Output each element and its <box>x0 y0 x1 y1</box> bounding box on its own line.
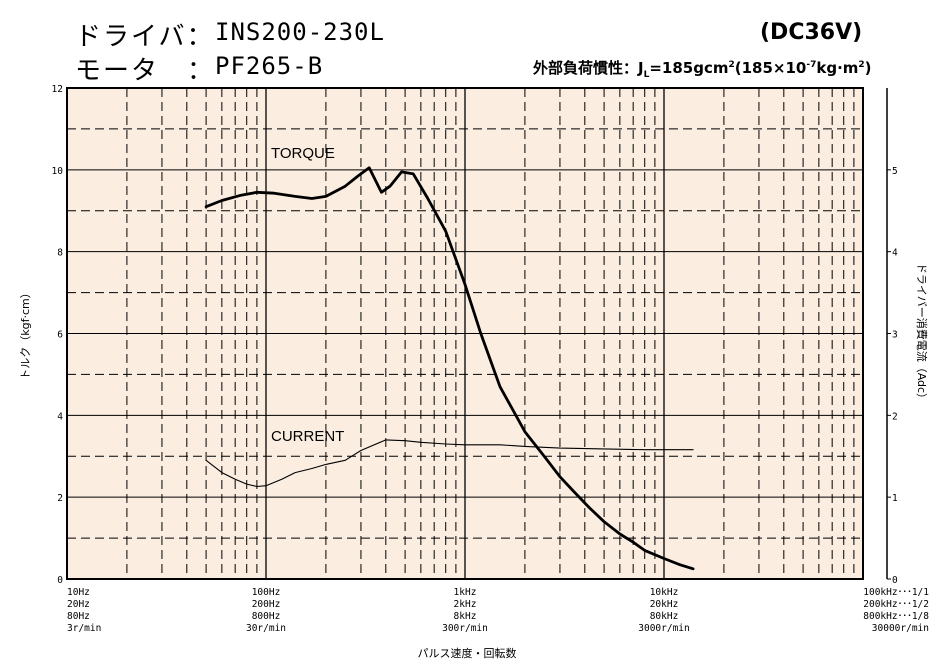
series-label-torque: TORQUE <box>271 145 335 162</box>
x-tick-label: 20kHz <box>650 599 679 610</box>
driver-label: ドライバ： <box>75 22 215 52</box>
plot-frame <box>66 87 864 580</box>
motor-label: モータ ： <box>75 56 216 86</box>
x-tick-label: 100kHz･･･1/1 <box>863 587 929 598</box>
x-tick-label: 30r/min <box>246 623 286 634</box>
x-tick-label: 800kHz･･･1/8 <box>863 611 929 622</box>
x-tick-label: 30000r/min <box>872 623 929 634</box>
x-tick-label: 10kHz <box>650 587 679 598</box>
right-tick-label: 4 <box>892 248 898 259</box>
right-tick-label: 3 <box>892 330 898 341</box>
left-tick-label: 8 <box>57 248 63 259</box>
x-tick-label: 100Hz <box>252 587 281 598</box>
x-tick-label: 80kHz <box>650 611 679 622</box>
left-tick-label: 4 <box>57 411 63 422</box>
x-tick-label: 10Hz <box>67 587 90 598</box>
x-tick-label: 80Hz <box>67 611 90 622</box>
series-line-torque <box>204 166 695 571</box>
left-axis-title: トルク（kgf·cm） <box>19 287 32 380</box>
tick-labels: 02468101201234510Hz20Hz80Hz3r/min100Hz20… <box>52 84 930 634</box>
series-layer <box>204 166 695 571</box>
x-tick-label: 3r/min <box>67 623 101 634</box>
right-tick-label: 0 <box>892 575 898 586</box>
supply-voltage: (DC36V) <box>760 20 863 45</box>
x-tick-label: 300r/min <box>442 623 488 634</box>
x-tick-label: 8kHz <box>454 611 477 622</box>
left-tick-label: 6 <box>57 330 63 341</box>
x-tick-label: 800Hz <box>252 611 281 622</box>
x-tick-label: 1kHz <box>454 587 477 598</box>
left-tick-label: 0 <box>57 575 63 586</box>
motor-model: PF265-B <box>215 52 324 80</box>
left-tick-label: 10 <box>52 166 64 177</box>
x-tick-label: 20Hz <box>67 599 90 610</box>
x-tick-label: 3000r/min <box>638 623 689 634</box>
grid <box>67 88 863 579</box>
right-tick-label: 1 <box>892 493 898 504</box>
right-tick-label: 2 <box>892 411 898 422</box>
x-axis-title: パルス速度・回転数 <box>418 646 517 660</box>
x-tick-label: 200Hz <box>252 599 281 610</box>
x-tick-label: 200kHz･･･1/2 <box>863 599 929 610</box>
left-tick-label: 2 <box>57 493 63 504</box>
left-tick-label: 12 <box>52 84 63 95</box>
right-tick-label: 5 <box>892 166 898 177</box>
x-tick-label: 2kHz <box>454 599 477 610</box>
series-line-current <box>205 439 694 488</box>
driver-model: INS200-230L <box>215 18 385 46</box>
series-label-current: CURRENT <box>271 428 344 445</box>
load-inertia: 外部負荷慣性：JL=185gcm2(185×10-7kg·m2) <box>533 59 872 80</box>
right-axis-title: ドライバー消費電流（Adc） <box>915 263 929 404</box>
